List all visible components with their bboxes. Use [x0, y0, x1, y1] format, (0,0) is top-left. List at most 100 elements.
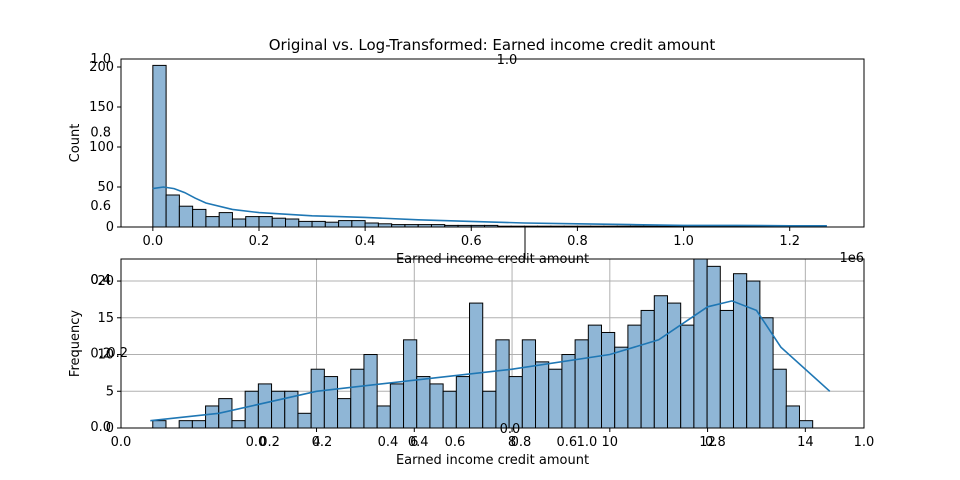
- log-histogram-bar: [508, 376, 523, 429]
- log-histogram-bar: [640, 309, 655, 429]
- log-histogram-bar: [601, 331, 616, 429]
- overlay-y-tick-label: 0.6: [90, 199, 111, 214]
- overlay-inner-x-tick-label: 0.6: [445, 435, 466, 450]
- original-histogram-bar: [338, 220, 353, 228]
- overlay-inner-y-tick-label: 0.2: [107, 346, 128, 361]
- overlay-x-tick-label: 0.8: [705, 435, 726, 450]
- original-x-tick-label: 0.2: [249, 234, 270, 249]
- log-y-tick-label: 15: [97, 311, 114, 326]
- log-x-tick-label: 4: [312, 435, 320, 450]
- log-histogram-bar: [376, 405, 391, 429]
- overlay-y-tick-label: 0.2: [90, 346, 111, 361]
- log-y-axis-label: Frequency: [68, 310, 83, 377]
- original-y-tick-label: 50: [97, 180, 114, 195]
- original-histogram-bar: [351, 220, 366, 228]
- original-histogram-bar: [324, 221, 340, 228]
- original-histogram-bar: [364, 222, 379, 228]
- log-histogram-panel: 4 6 8 10 12 14 0 5 10 15 20 Earned income credit am…: [68, 258, 865, 468]
- overlay-x-tick-label: 0.4: [408, 435, 429, 450]
- original-histogram-bar: [165, 194, 180, 228]
- log-histogram-bar: [469, 302, 484, 429]
- log-histogram-bar: [535, 361, 550, 429]
- log-histogram-bar: [746, 280, 761, 429]
- log-histogram-bar: [693, 258, 708, 429]
- log-histogram-bar: [323, 376, 339, 429]
- original-y-tick-label: 100: [89, 140, 114, 155]
- overlay-y-tick-label: 0.4: [90, 273, 111, 288]
- log-histogram-bar: [798, 420, 814, 429]
- overlay-y-tick-label: 0.8: [90, 126, 111, 141]
- original-histogram-bar: [245, 216, 260, 228]
- log-histogram-bar: [271, 390, 286, 429]
- log-histogram-bar: [152, 420, 167, 429]
- overlay-axis-labels: 0.00.20.40.60.81.00.0 0.2 0.4 0.6 0.8 1.01.00…: [90, 52, 874, 450]
- log-histogram-bar: [680, 324, 695, 429]
- log-x-tick-label: 8: [508, 435, 516, 450]
- overlay-center-label: 0.0: [500, 422, 521, 437]
- overlay-inner-top-label: 1.0: [497, 53, 518, 68]
- original-histogram-bar: [231, 218, 247, 228]
- original-histogram-bar: [205, 216, 220, 228]
- log-histogram-bar: [389, 383, 405, 429]
- log-histogram-bar: [653, 295, 668, 429]
- log-histogram-bar: [297, 412, 312, 429]
- overlay-inner-x-tick-label: 0.8: [511, 435, 532, 450]
- original-histogram-bar: [192, 208, 207, 228]
- original-histogram-bar: [285, 218, 300, 228]
- log-histogram-bar: [521, 339, 537, 429]
- original-histogram-bar: [258, 216, 273, 228]
- original-y-tick-label: 0: [106, 220, 114, 235]
- original-histogram-bar: [271, 217, 287, 228]
- log-histogram-bar: [191, 420, 207, 429]
- overlay-y-tick-label: 1.0: [90, 52, 111, 67]
- log-histogram-bar: [455, 376, 471, 429]
- log-x-tick-label: 12: [699, 435, 716, 450]
- log-histogram-bar: [627, 324, 642, 429]
- overlay-inner-x-tick-label: 0.4: [378, 435, 399, 450]
- log-y-tick-label: 20: [97, 274, 114, 289]
- log-histogram-bar: [785, 405, 800, 429]
- log-histogram-bar: [244, 390, 259, 429]
- log-histogram-bar: [548, 368, 563, 429]
- log-axes-frame: [120, 258, 865, 429]
- log-histogram-bar: [706, 265, 721, 429]
- overlay-x-tick-label: 0.2: [259, 435, 280, 450]
- log-histogram-bar: [442, 390, 457, 429]
- log-kde-line: [150, 300, 831, 422]
- log-histogram-bar: [350, 368, 365, 429]
- log-histogram-bar: [772, 368, 787, 429]
- original-x-tick-label: 0.6: [461, 234, 482, 249]
- log-y-tick-label: 0: [106, 421, 114, 436]
- log-histogram-bar: [231, 420, 246, 429]
- original-histogram-bar: [311, 220, 326, 228]
- log-x-tick-label: 14: [797, 435, 814, 450]
- original-histogram-bar: [152, 64, 167, 228]
- original-y-axis-label: Count: [68, 124, 83, 163]
- original-x-tick-label: 1.2: [779, 234, 800, 249]
- log-histogram-bar: [429, 383, 444, 429]
- log-histogram-bar: [178, 420, 193, 429]
- original-kde-line: [152, 186, 827, 227]
- original-histogram-panel: 0.0 0.2 0.4 0.6 0.8 1.0 1.2050100150200Earned …: [68, 58, 865, 267]
- original-x-tick-label: 0.8: [567, 234, 588, 249]
- overlay-x-tick-label: 0.0: [111, 435, 132, 450]
- original-x-tick-label: 0.4: [355, 234, 376, 249]
- original-axes-frame: [120, 58, 865, 228]
- original-y-tick-label: 150: [89, 100, 114, 115]
- log-histogram-bar: [587, 324, 603, 429]
- overlay-x-tick-label: 1.0: [854, 435, 875, 450]
- log-histogram-bar: [416, 376, 431, 429]
- log-x-tick-label: 6: [410, 435, 418, 450]
- overlay-x-tick-label: 0.6: [556, 435, 577, 450]
- log-histogram-bar: [310, 368, 325, 429]
- original-x-tick-label: 1.0: [673, 234, 694, 249]
- original-histogram-bar: [218, 212, 233, 228]
- log-histogram-bar: [574, 339, 589, 429]
- original-histogram-bar: [178, 205, 194, 228]
- overlay-inner-x-tick-label: 1.0: [577, 435, 598, 450]
- log-x-axis-label: Earned income credit amount: [396, 453, 589, 468]
- log-histogram-bar: [732, 273, 748, 429]
- overlay-inner-x-tick-label: 0.2: [312, 435, 333, 450]
- original-x-tick-label: 0.0: [142, 234, 163, 249]
